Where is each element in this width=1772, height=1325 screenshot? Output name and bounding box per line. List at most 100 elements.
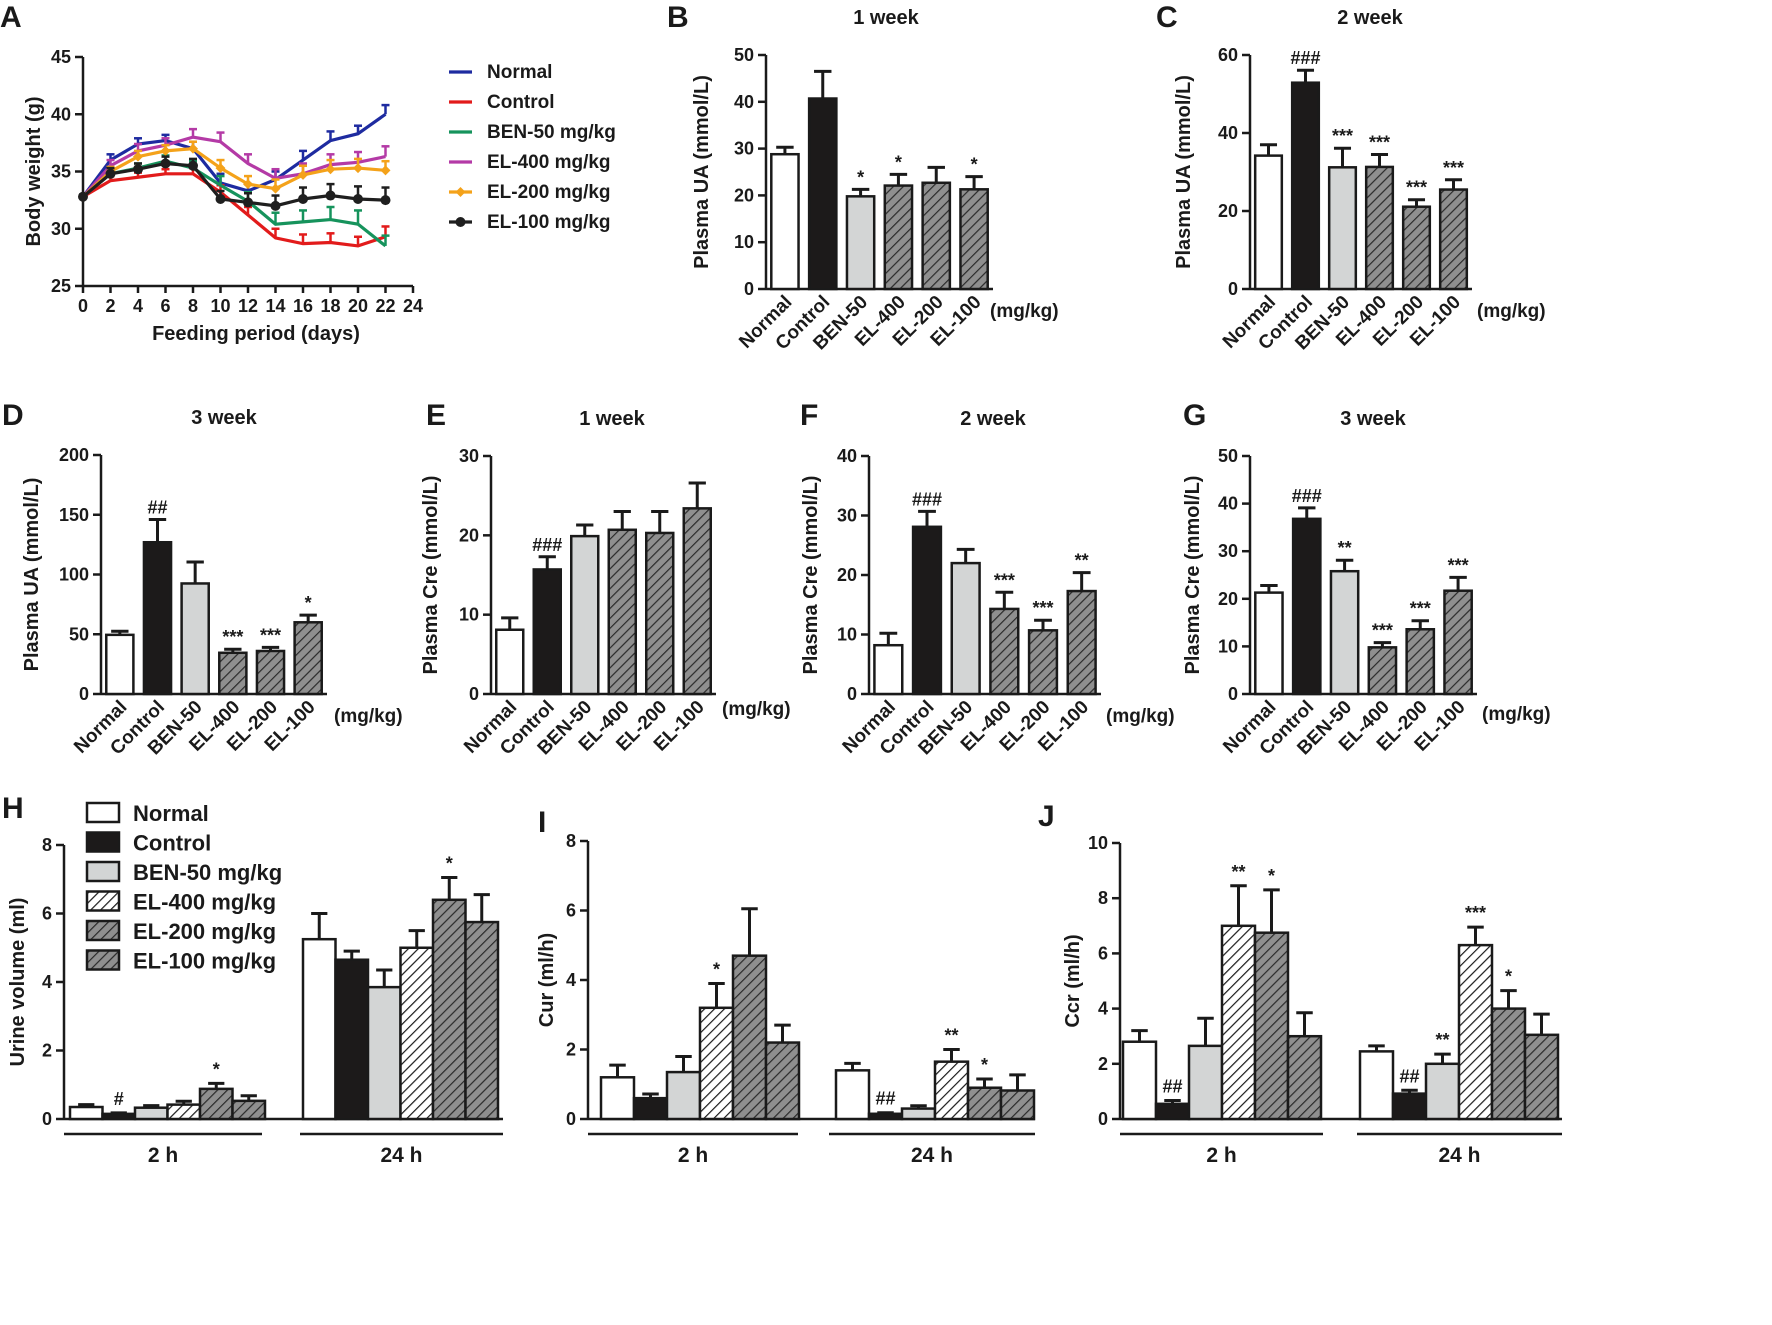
panel-letter: A	[0, 1, 22, 34]
bar-el-100	[1438, 188, 1469, 291]
legend-swatch	[85, 801, 121, 824]
y-tick-label: 0	[1228, 279, 1238, 299]
y-tick-label: 6	[566, 901, 576, 921]
panel-letter: H	[2, 792, 24, 825]
bar-normal	[495, 628, 525, 696]
bar	[1154, 1102, 1191, 1121]
unit-label: (mg/kg)	[1106, 706, 1175, 727]
significance-label: ###	[1290, 48, 1320, 68]
bar-control	[142, 540, 173, 696]
significance-label: **	[1075, 551, 1089, 571]
bar	[966, 1086, 1003, 1121]
y-tick-label: 0	[1228, 684, 1238, 704]
y-tick-label: 10	[734, 232, 754, 252]
y-tick-label: 40	[734, 92, 754, 112]
bar-ben-50	[1327, 166, 1358, 291]
panel-letter: I	[538, 806, 546, 839]
bar-ben-50	[845, 195, 876, 291]
bar	[133, 1106, 169, 1121]
panel-letter: B	[667, 1, 689, 34]
y-tick-label: 10	[459, 605, 479, 625]
bar	[867, 1112, 904, 1121]
y-tick-label: 8	[566, 831, 576, 851]
x-tick-label: 20	[348, 296, 368, 316]
bar	[900, 1107, 937, 1121]
bar-el-200	[255, 649, 286, 696]
significance-label: ***	[1410, 599, 1431, 619]
data-point	[270, 200, 281, 211]
legend-label: EL-100 mg/kg	[133, 949, 276, 974]
bar	[101, 1112, 137, 1121]
bar-el-100	[959, 188, 989, 291]
data-point	[188, 143, 198, 154]
bar	[1490, 1007, 1527, 1121]
y-tick-label: 4	[1098, 999, 1108, 1019]
bar-el-200	[1405, 628, 1436, 696]
y-tick-label: 30	[1218, 541, 1238, 561]
panel-letter: E	[426, 399, 446, 432]
significance-label: *	[857, 167, 864, 187]
bar	[1187, 1044, 1224, 1121]
bar-normal	[1254, 591, 1284, 696]
x-tick-label: 6	[160, 296, 170, 316]
significance-label: **	[1435, 1030, 1449, 1050]
bar-ben-50	[950, 561, 981, 696]
y-tick-label: 0	[744, 279, 754, 299]
bar	[366, 985, 402, 1121]
group-label: 24 h	[1438, 1144, 1480, 1167]
bar-el-100	[1066, 589, 1097, 696]
x-tick-label: 8	[188, 296, 198, 316]
bar-normal	[770, 152, 800, 291]
y-tick-label: 30	[51, 219, 71, 239]
y-tick-label: 50	[734, 45, 754, 65]
bar-el-400	[218, 651, 248, 696]
data-point	[325, 164, 336, 175]
panel-letter: G	[1183, 399, 1206, 432]
legend-swatch	[85, 860, 121, 883]
bar	[1424, 1062, 1461, 1121]
data-point	[215, 193, 226, 204]
y-axis-label: Plasma UA (mmol/L)	[1173, 75, 1195, 269]
bar-el-100	[1443, 589, 1473, 696]
bar-el-200	[1027, 629, 1059, 696]
significance-label: ##	[1399, 1066, 1419, 1086]
bar-el-100	[293, 621, 323, 696]
bar-el-200	[921, 181, 952, 291]
data-point	[160, 158, 171, 169]
series-line	[82, 172, 387, 248]
legend-swatch	[85, 831, 121, 853]
y-tick-label: 0	[566, 1109, 576, 1129]
bar-el-100	[682, 507, 712, 696]
bar	[1391, 1092, 1428, 1121]
legend-label: BEN-50 mg/kg	[133, 860, 282, 885]
chart-title: 1 week	[853, 7, 919, 29]
legend-label: EL-400 mg/kg	[487, 152, 611, 173]
bar-el-200	[1401, 205, 1432, 291]
group-label: 24 h	[911, 1144, 953, 1167]
data-point	[105, 168, 116, 179]
chart-title: 2 week	[1337, 7, 1403, 29]
data-point	[160, 145, 171, 156]
legend-label: Control	[133, 831, 211, 856]
y-tick-label: 10	[1218, 636, 1238, 656]
significance-label: ***	[994, 570, 1015, 590]
data-point	[353, 193, 363, 204]
legend-label: BEN-50 mg/kg	[487, 122, 616, 143]
y-tick-label: 8	[1098, 888, 1108, 908]
chart-title: 3 week	[191, 407, 257, 429]
significance-label: *	[895, 152, 902, 172]
x-tick-label: 24	[403, 296, 423, 316]
x-tick-label: 4	[133, 296, 143, 316]
significance-label: **	[1338, 538, 1352, 558]
significance-label: ##	[147, 498, 167, 518]
significance-label: ***	[222, 627, 243, 647]
bar-el-400	[883, 184, 914, 291]
x-tick-label: 2	[105, 296, 115, 316]
bar	[431, 898, 467, 1121]
significance-label: *	[446, 854, 453, 874]
y-axis-label: Urine volume (ml)	[7, 898, 29, 1067]
significance-label: *	[971, 155, 978, 175]
legend-marker	[455, 217, 466, 227]
bar	[1358, 1050, 1395, 1121]
